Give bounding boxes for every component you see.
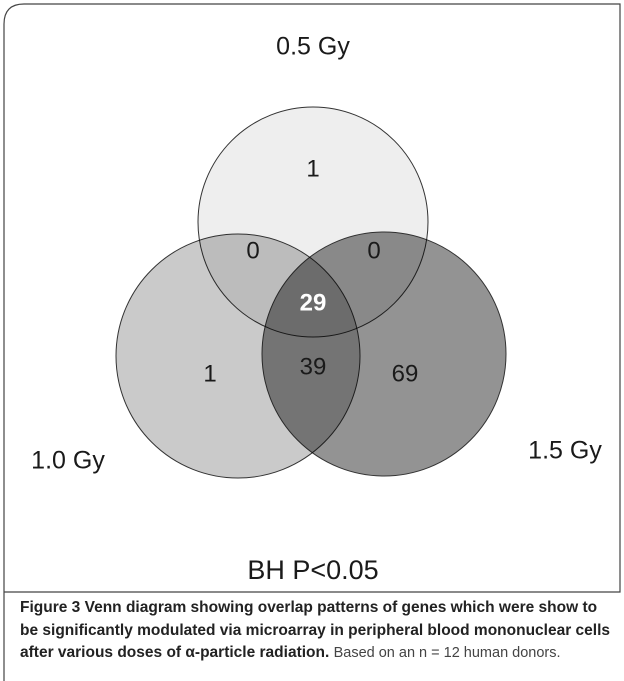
region-count: 0 xyxy=(246,237,259,264)
venn xyxy=(115,106,507,479)
set-label: 0.5 Gy xyxy=(276,33,350,61)
region-count: 39 xyxy=(300,353,327,380)
caption: Figure 3 Venn diagram showing overlap pa… xyxy=(20,597,612,665)
subtitle: BH P<0.05 xyxy=(247,555,378,585)
caption-text: Based on an n = 12 human donors. xyxy=(333,645,561,661)
set-circle xyxy=(261,231,507,477)
set-label: 1.5 Gy xyxy=(528,437,602,465)
caption-title: Venn diagram showing overlap patterns of… xyxy=(20,599,611,661)
caption-label: Figure 3 xyxy=(20,599,81,616)
region-count: 1 xyxy=(306,155,319,182)
frame xyxy=(3,3,621,681)
set-label: 1.0 Gy xyxy=(31,447,105,475)
region-count: 1 xyxy=(203,360,216,387)
region-count: 0 xyxy=(367,237,380,264)
region-count: 69 xyxy=(392,360,419,387)
region-count: 29 xyxy=(300,289,327,316)
